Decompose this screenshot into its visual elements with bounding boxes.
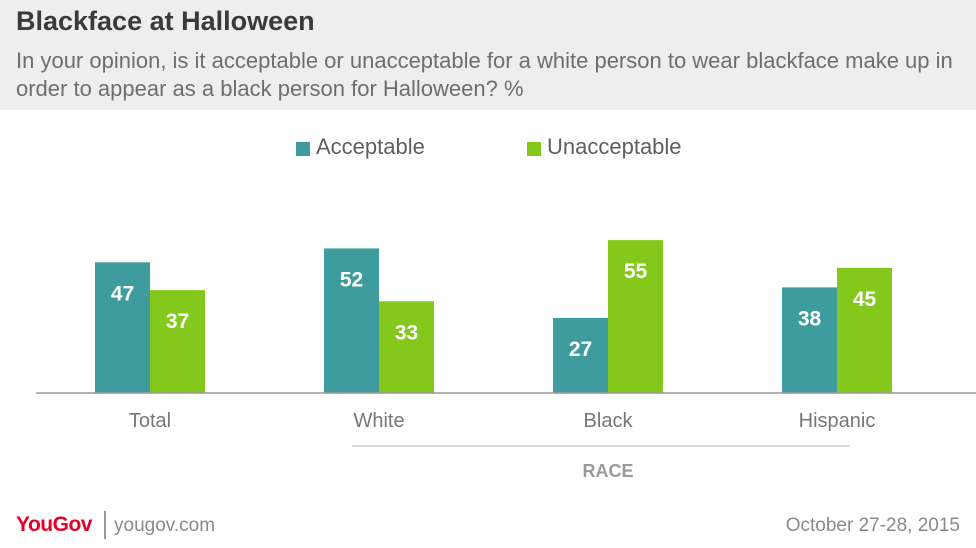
bar-acceptable-total (95, 262, 150, 393)
bar-acceptable-black (553, 317, 608, 393)
x-tick-label-total: Total (129, 410, 171, 432)
chart-title: Blackface at Halloween (16, 6, 315, 36)
legend-item-acceptable: Acceptable (296, 134, 425, 160)
data-label-acceptable-hispanic: 38 (798, 307, 822, 330)
bar-unacceptable-black (608, 240, 663, 393)
bar-unacceptable-total (150, 290, 205, 393)
x-tick-label-white: White (353, 410, 404, 432)
legend-item-unacceptable: Unacceptable (527, 134, 682, 160)
data-label-unacceptable-total: 37 (166, 310, 189, 333)
data-label-acceptable-black: 27 (569, 338, 592, 361)
x-tick-label-black: Black (584, 410, 634, 432)
legend-swatch-acceptable (296, 141, 310, 156)
chart-subtitle: In your opinion, is it acceptable or una… (16, 48, 953, 101)
bar-chart: 47 37 Total 52 33 White 27 55 Black 38 45 Hispanic R… (36, 240, 976, 481)
header-panel: Blackface at Halloween In your opinion, … (0, 0, 976, 110)
legend-swatch-unacceptable (527, 141, 541, 156)
bar-unacceptable-hispanic (837, 267, 892, 393)
data-label-unacceptable-black: 55 (624, 260, 648, 283)
yougov-logo: YouGov (16, 513, 92, 536)
x-tick-label-hispanic: Hispanic (799, 410, 876, 432)
race-group-label: RACE (582, 461, 633, 481)
footer-divider (104, 511, 106, 539)
data-label-acceptable-white: 52 (340, 268, 363, 291)
data-label-acceptable-total: 47 (111, 282, 134, 305)
bar-unacceptable-white (379, 301, 434, 393)
bar-acceptable-hispanic (782, 287, 837, 393)
footer-date: October 27-28, 2015 (785, 515, 960, 536)
legend-label-unacceptable: Unacceptable (547, 134, 682, 159)
data-label-unacceptable-white: 33 (395, 321, 418, 344)
legend-label-acceptable: Acceptable (316, 134, 425, 159)
footer-url[interactable]: yougov.com (114, 515, 216, 536)
bar-acceptable-white (324, 248, 379, 393)
data-label-unacceptable-hispanic: 45 (853, 288, 877, 311)
